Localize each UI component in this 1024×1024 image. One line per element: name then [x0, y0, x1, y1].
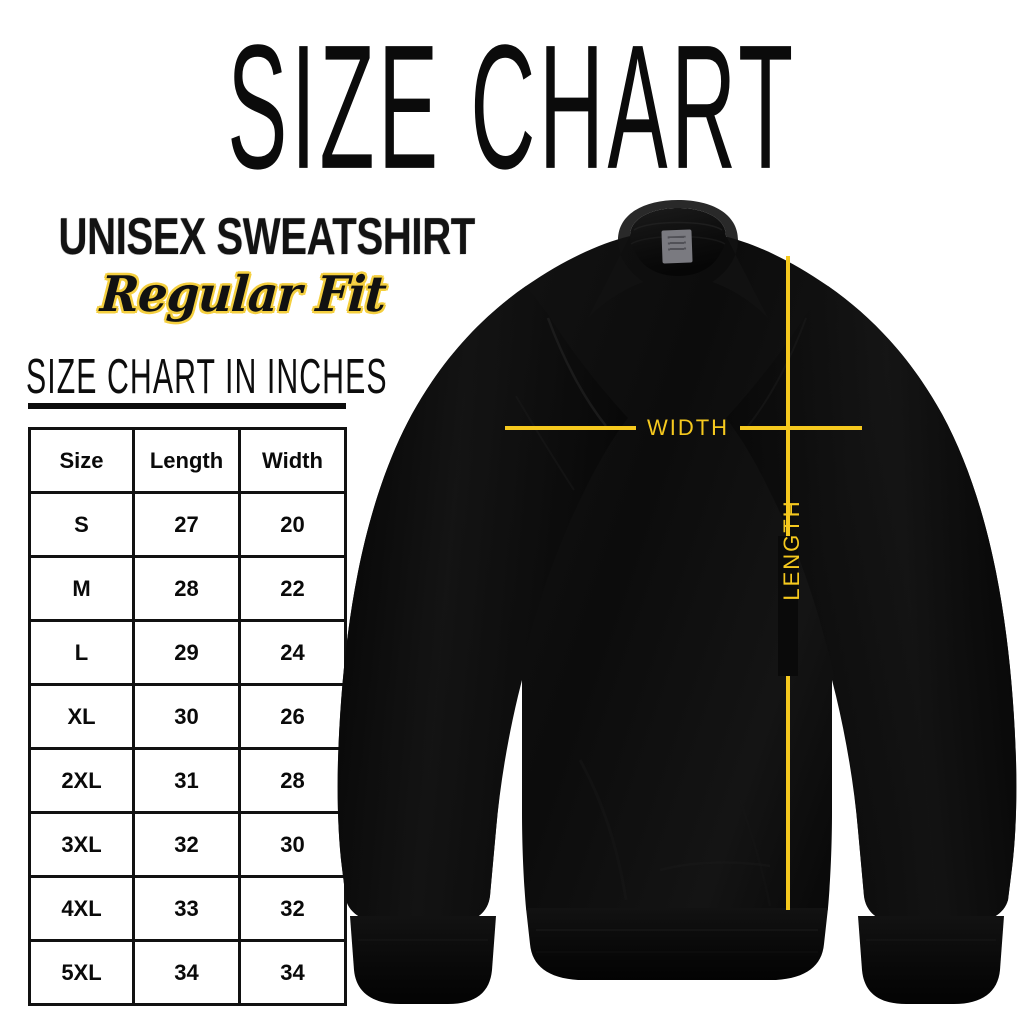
- cell-width: 22: [238, 555, 347, 622]
- sweatshirt-image: [330, 200, 1024, 1024]
- cell-size: 4XL: [28, 875, 135, 942]
- cell-length: 34: [132, 939, 241, 1006]
- cell-length: 29: [132, 619, 241, 686]
- table-row: S 27 20: [28, 491, 347, 558]
- caption-underline: [28, 403, 346, 409]
- page-title: SIZE CHART: [227, 7, 797, 206]
- cell-length: 32: [132, 811, 241, 878]
- cell-width: 24: [238, 619, 347, 686]
- cell-width: 32: [238, 875, 347, 942]
- column-header-length: Length: [132, 427, 241, 494]
- size-chart-table: Size Length Width S 27 20 M 28 22 L 29 2…: [28, 427, 347, 1006]
- cell-size: 5XL: [28, 939, 135, 1006]
- column-header-size: Size: [28, 427, 135, 494]
- cell-width: 26: [238, 683, 347, 750]
- cell-length: 28: [132, 555, 241, 622]
- table-row: 3XL 32 30: [28, 811, 347, 878]
- table-header-row: Size Length Width: [28, 427, 347, 494]
- cell-size: L: [28, 619, 135, 686]
- cell-width: 28: [238, 747, 347, 814]
- cell-length: 30: [132, 683, 241, 750]
- cell-length: 27: [132, 491, 241, 558]
- table-caption: SIZE CHART IN INCHES: [26, 349, 388, 404]
- cell-size: M: [28, 555, 135, 622]
- cell-size: S: [28, 491, 135, 558]
- table-row: M 28 22: [28, 555, 347, 622]
- cell-size: XL: [28, 683, 135, 750]
- column-header-width: Width: [238, 427, 347, 494]
- cell-size: 2XL: [28, 747, 135, 814]
- table-row: 4XL 33 32: [28, 875, 347, 942]
- product-name: UNISEX SWEATSHIRT: [58, 208, 476, 266]
- table-row: 5XL 34 34: [28, 939, 347, 1006]
- cell-length: 31: [132, 747, 241, 814]
- cell-length: 33: [132, 875, 241, 942]
- cell-width: 20: [238, 491, 347, 558]
- cell-size: 3XL: [28, 811, 135, 878]
- cell-width: 34: [238, 939, 347, 1006]
- table-row: XL 30 26: [28, 683, 347, 750]
- table-row: 2XL 31 28: [28, 747, 347, 814]
- table-row: L 29 24: [28, 619, 347, 686]
